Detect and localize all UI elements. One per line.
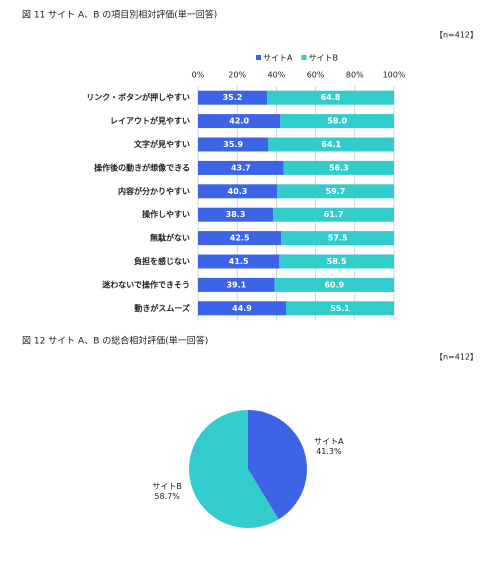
bar [198,254,280,269]
x-tick-label: 20% [228,71,246,80]
slice-value: 58.7% [154,492,180,501]
y-tick-label: 内容が分かりやすい [118,186,190,196]
bar [276,184,394,199]
legend-swatch [256,55,261,60]
x-tick-label: 40% [268,71,286,80]
value-label: 39.1 [226,280,246,289]
bar [198,137,269,152]
y-tick-label: 文字が見やすい [134,139,190,149]
y-tick-label: 迷わないで操作できそう [101,279,190,289]
value-label: 57.5 [328,234,348,243]
slice-label: サイトB [152,482,182,491]
chart-title: 図 12 サイト A、B の総合相対評価(単一回答) [22,335,208,347]
value-label: 60.9 [324,280,344,289]
bar [274,277,394,292]
chart-title: 図 11 サイト A、B の項目別相対評価(単一回答) [22,9,217,21]
value-label: 61.7 [324,210,344,219]
x-tick-label: 0% [192,71,205,80]
value-label: 55.1 [330,304,350,313]
bar [286,301,394,316]
sample-size: 【n=412】 [435,353,478,362]
legend-label: サイトB [308,54,338,63]
bar [281,231,394,246]
x-tick-label: 80% [346,71,364,80]
legend-swatch [301,55,307,60]
bar [198,301,287,316]
value-label: 56.3 [329,163,349,172]
value-label: 41.5 [229,257,249,266]
y-tick-label: レイアウトが見やすい [110,116,190,126]
x-tick-label: 60% [307,71,325,80]
slice-label: サイトA [314,437,344,446]
value-label: 59.7 [326,187,346,196]
bar [266,90,394,105]
y-tick-label: リンク・ボタンが押しやすい [86,92,190,102]
value-label: 35.2 [223,93,243,102]
bar [198,184,277,199]
value-label: 64.1 [321,140,341,149]
bar [198,90,267,105]
y-tick-label: 負担を感じない [134,256,190,266]
slice-value: 41.3% [316,447,342,456]
legend-label: サイトA [263,54,293,63]
y-tick-label: 操作しやすい [142,209,190,219]
pie-slice [248,410,307,520]
bar [198,160,284,175]
y-tick-label: 動きがスムーズ [134,303,190,313]
bar [198,277,275,292]
value-label: 38.3 [226,210,246,219]
value-label: 58.0 [327,117,347,126]
bar [279,254,394,269]
bar [273,207,394,222]
bar [268,137,394,152]
bar [198,207,274,222]
value-label: 42.0 [229,117,249,126]
bar [198,114,281,129]
value-label: 42.5 [230,234,250,243]
value-label: 58.5 [327,257,347,266]
value-label: 64.8 [321,93,341,102]
pie-slice [188,410,279,528]
value-label: 44.9 [232,304,252,313]
value-label: 40.3 [228,187,248,196]
y-tick-label: 無駄がない [150,233,190,243]
x-tick-label: 100% [383,71,406,80]
sample-size: 【n=412】 [435,31,478,40]
bar [198,231,282,246]
y-tick-label: 操作後の動きが想像できる [94,162,190,172]
bar [283,160,394,175]
bar [280,114,394,129]
value-label: 43.7 [231,163,251,172]
value-label: 35.9 [223,140,243,149]
